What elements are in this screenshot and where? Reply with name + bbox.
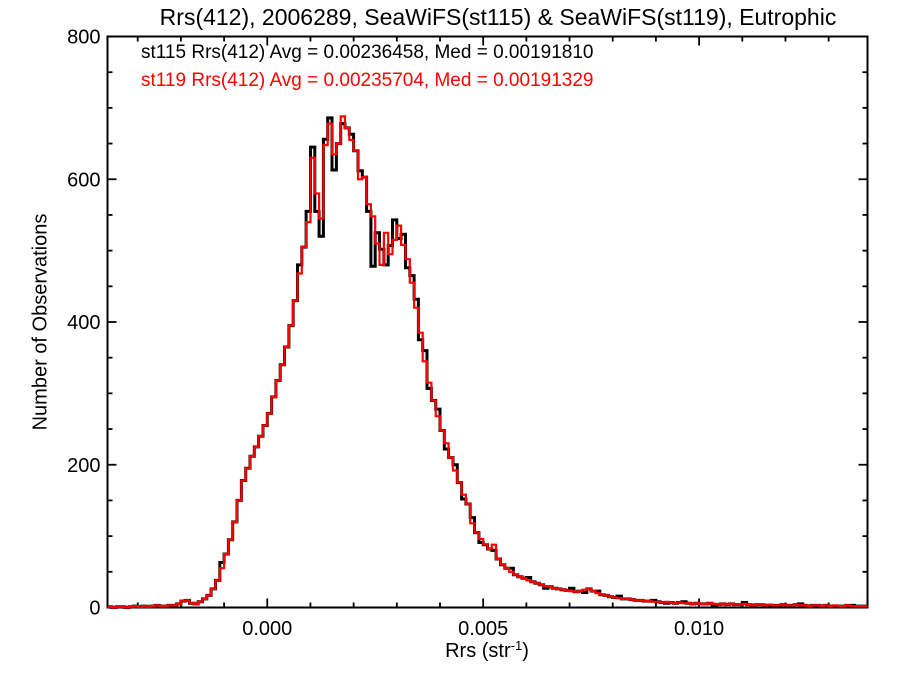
y-axis-title: Number of Observations [29,213,52,431]
y-tick-label: 0 [89,598,100,620]
y-tick-label: 200 [67,455,100,477]
y-tick-label: 600 [67,169,100,191]
axis-box [106,35,869,609]
x-tick-label: 0.005 [458,618,508,640]
series-st119-path [107,115,868,609]
legend-line-st119: st119 Rrs(412) Avg = 0.00235704, Med = 0… [141,70,594,91]
axis-tick-labels: 0.000 0.005 0.010 0 200 400 600 800 [67,27,724,641]
plot-frame [106,35,869,609]
x-axis-title-main: Rrs (str [445,640,511,662]
series-st115-path [107,116,868,609]
y-tick-label: 400 [67,312,100,334]
x-axis-title-close: ) [522,640,529,662]
chart-title: Rrs(412), 2006289, SeaWiFS(st115) & SeaW… [159,4,837,30]
x-tick-label: 0.000 [242,618,292,640]
x-axis-title: Rrs (str-1) [445,638,529,663]
legend-line-st115: st115 Rrs(412) Avg = 0.00236458, Med = 0… [141,42,594,63]
histogram-series [107,115,868,609]
x-tick-label: 0.010 [674,618,724,640]
x-axis-title-superscript: -1 [510,638,523,653]
y-tick-label: 800 [67,27,100,49]
